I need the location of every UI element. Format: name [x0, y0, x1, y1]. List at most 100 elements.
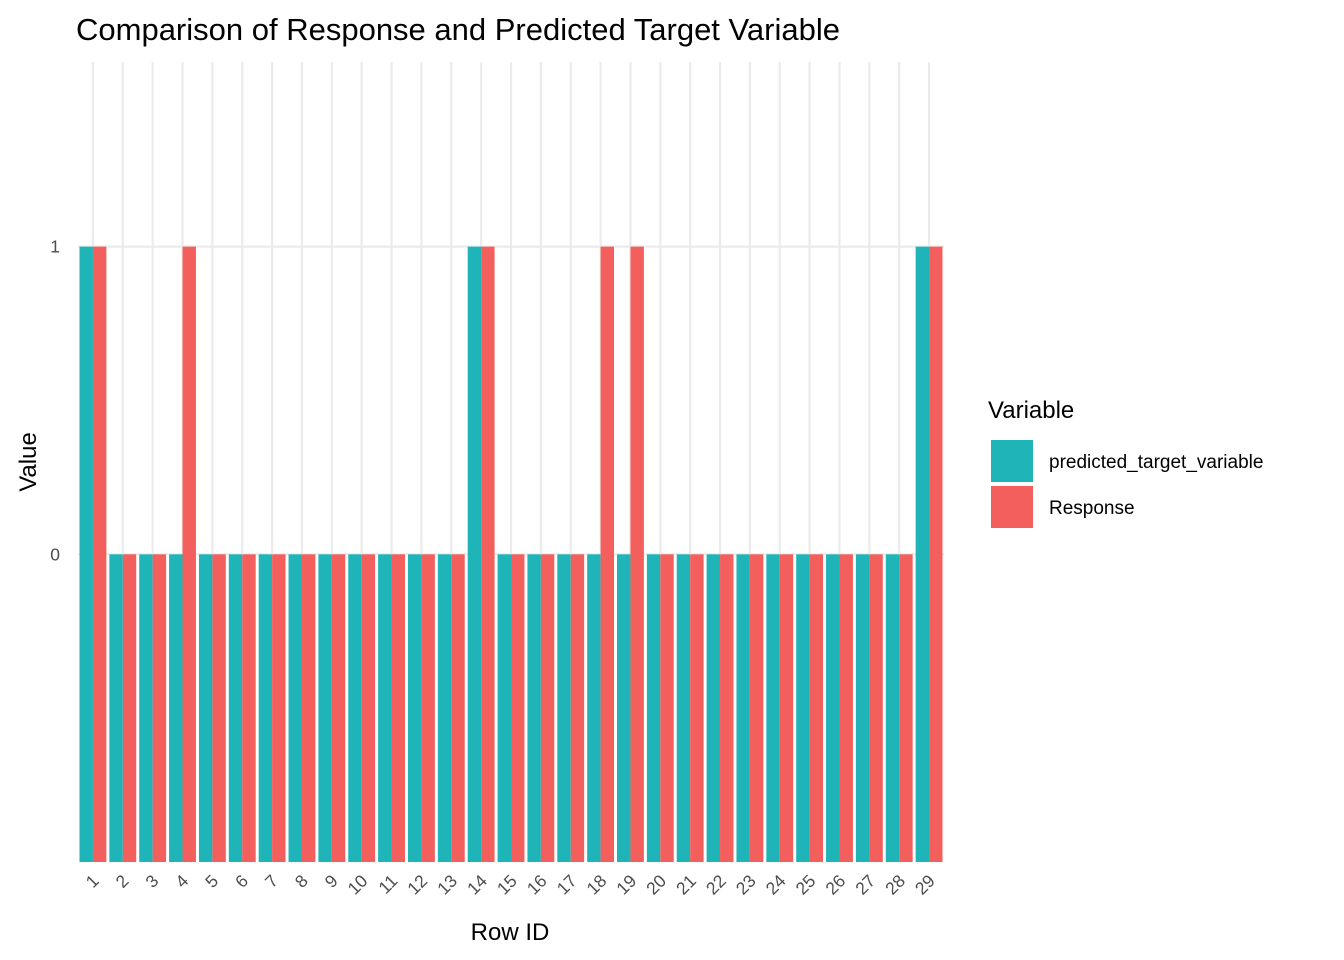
- bar-predicted_target_variable-16: [527, 554, 541, 862]
- bar-predicted_target_variable-8: [288, 554, 302, 862]
- bar-predicted_target_variable-2: [109, 554, 123, 862]
- bar-Response-5: [212, 554, 226, 862]
- bar-predicted_target_variable-5: [198, 554, 213, 862]
- bar-predicted_target_variable-17: [557, 554, 571, 862]
- bar-Response-9: [331, 554, 346, 862]
- x-axis-title: Row ID: [471, 919, 550, 946]
- x-tick-label: 1: [82, 871, 103, 892]
- x-tick-label: 23: [732, 871, 760, 899]
- bar-predicted_target_variable-29: [915, 246, 930, 863]
- x-tick-label: 7: [261, 871, 282, 892]
- bar-Response-22: [720, 554, 734, 862]
- bar-predicted_target_variable-1: [79, 246, 93, 863]
- bar-Response-28: [899, 554, 913, 862]
- bar-Response-15: [511, 554, 525, 862]
- y-tick-labels: 01: [50, 237, 60, 565]
- bar-Response-7: [272, 554, 286, 862]
- x-tick-label: 14: [463, 870, 491, 898]
- x-tick-labels: 1 2 3 4 5 6 7 8 9 10 11 12 13 14 15 16 17 18 19 20 21 22 23 24 2…: [82, 870, 939, 898]
- x-tick-label: 3: [141, 871, 162, 892]
- bar-Response-19: [630, 246, 644, 863]
- bar-predicted_target_variable-3: [139, 554, 153, 862]
- bar-Response-8: [301, 554, 316, 862]
- x-tick-label: 6: [231, 871, 252, 892]
- bar-predicted_target_variable-15: [497, 554, 511, 862]
- bar-predicted_target_variable-10: [348, 554, 362, 862]
- x-tick-label: 28: [881, 871, 909, 899]
- bar-predicted_target_variable-24: [766, 554, 780, 862]
- bar-predicted_target_variable-9: [318, 554, 332, 862]
- bar-predicted_target_variable-22: [706, 554, 721, 862]
- bar-Response-2: [122, 554, 137, 862]
- bar-Response-27: [869, 554, 883, 862]
- x-tick-label: 2: [112, 871, 133, 892]
- bar-Response-1: [92, 246, 107, 863]
- bar-Response-10: [361, 554, 376, 862]
- bar-Response-4: [182, 246, 196, 863]
- legend-swatch: [991, 486, 1033, 528]
- bar-Response-25: [809, 554, 824, 862]
- bar-predicted_target_variable-6: [228, 554, 243, 862]
- bar-predicted_target_variable-19: [617, 554, 631, 862]
- bar-Response-18: [600, 246, 615, 863]
- bar-Response-16: [540, 554, 555, 862]
- x-tick-label: 8: [291, 871, 312, 892]
- bars: [79, 246, 943, 863]
- x-tick-label: 10: [344, 870, 372, 898]
- legend: Variable predicted_target_variable Respon…: [988, 397, 1263, 528]
- bar-predicted_target_variable-12: [407, 554, 422, 862]
- x-tick-label: 13: [433, 871, 461, 899]
- bar-predicted_target_variable-25: [796, 554, 810, 862]
- bar-Response-29: [929, 246, 943, 863]
- x-tick-label: 16: [523, 871, 551, 899]
- x-tick-label: 20: [642, 870, 670, 898]
- legend-title: Variable: [988, 397, 1074, 424]
- bar-Response-3: [152, 554, 167, 862]
- legend-label: Response: [1049, 498, 1135, 519]
- x-tick-label: 22: [702, 871, 730, 899]
- y-tick-label: 0: [50, 544, 60, 564]
- y-tick-label: 1: [50, 237, 60, 257]
- bar-predicted_target_variable-27: [855, 554, 870, 862]
- x-tick-label: 18: [583, 871, 611, 899]
- bar-predicted_target_variable-28: [885, 554, 900, 862]
- x-tick-label: 29: [911, 871, 939, 899]
- bar-predicted_target_variable-26: [826, 554, 840, 862]
- bar-predicted_target_variable-20: [646, 554, 661, 862]
- x-tick-label: 9: [321, 871, 342, 892]
- x-tick-label: 5: [201, 871, 222, 892]
- bar-Response-14: [481, 246, 495, 863]
- bar-predicted_target_variable-11: [378, 554, 392, 862]
- bar-predicted_target_variable-14: [467, 246, 482, 863]
- x-tick-label: 12: [403, 871, 431, 899]
- x-tick-label: 26: [821, 871, 849, 899]
- x-tick-label: 11: [374, 871, 401, 898]
- bar-Response-21: [690, 554, 704, 862]
- bar-predicted_target_variable-21: [676, 554, 691, 862]
- bar-Response-24: [779, 554, 794, 862]
- bar-predicted_target_variable-23: [736, 554, 750, 862]
- x-tick-label: 21: [672, 871, 700, 899]
- bar-Response-12: [421, 554, 435, 862]
- y-axis-title: Value: [15, 432, 42, 492]
- legend-items: predicted_target_variable Response: [991, 440, 1263, 528]
- x-tick-label: 25: [792, 871, 820, 899]
- bar-Response-20: [660, 554, 674, 862]
- x-tick-label: 24: [762, 870, 790, 898]
- bar-Response-26: [839, 554, 853, 862]
- bar-Response-17: [570, 554, 585, 862]
- bar-Response-6: [242, 554, 256, 862]
- bar-predicted_target_variable-13: [437, 554, 452, 862]
- chart-title: Comparison of Response and Predicted Tar…: [76, 12, 840, 47]
- x-tick-label: 19: [612, 871, 640, 899]
- x-tick-label: 15: [493, 871, 521, 899]
- legend-label: predicted_target_variable: [1049, 452, 1263, 473]
- bar-predicted_target_variable-7: [258, 554, 273, 862]
- bar-predicted_target_variable-18: [587, 554, 601, 862]
- x-tick-label: 17: [553, 871, 581, 899]
- x-tick-label: 27: [851, 871, 879, 899]
- bar-predicted_target_variable-4: [169, 554, 183, 862]
- legend-swatch: [991, 440, 1033, 482]
- x-tick-label: 4: [171, 870, 192, 891]
